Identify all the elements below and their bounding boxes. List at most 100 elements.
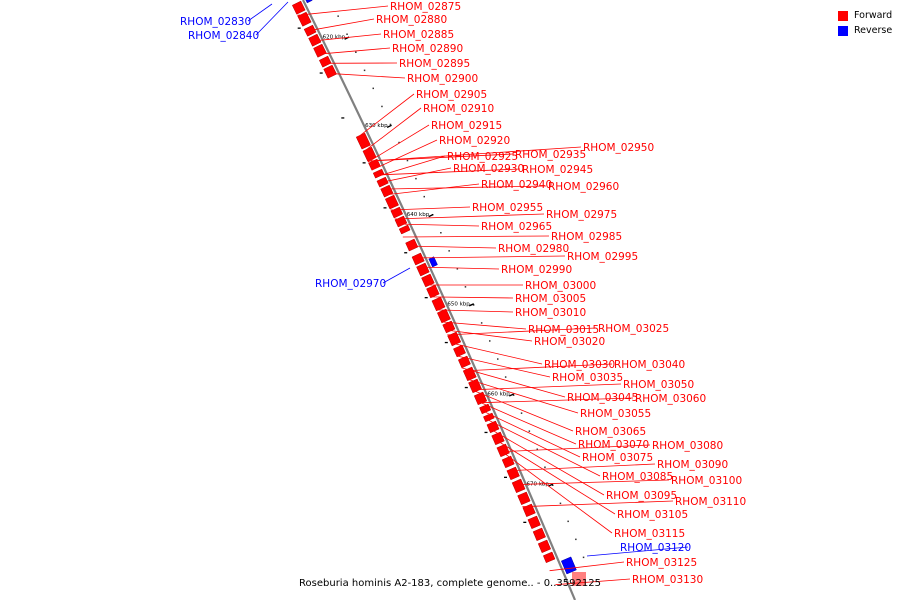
gene-label-rhom-03015[interactable]: RHOM_03015 [528,324,599,336]
leader-line [586,546,689,557]
minor-tick [319,72,323,74]
gene-label-rhom-02920[interactable]: RHOM_02920 [439,135,510,147]
minor-tick [464,286,467,288]
gene-label-rhom-03115[interactable]: RHOM_03115 [614,528,685,540]
gene-label-rhom-03130[interactable]: RHOM_03130 [632,574,703,586]
gene-label-rhom-02960[interactable]: RHOM_02960 [548,181,619,193]
gene-label-rhom-02890[interactable]: RHOM_02890 [392,43,463,55]
gene-label-rhom-03095[interactable]: RHOM_03095 [606,490,677,502]
minor-tick [448,250,450,252]
gene-label-rhom-02985[interactable]: RHOM_02985 [551,231,622,243]
minor-tick [404,252,408,254]
legend-swatch-forward [838,10,848,21]
minor-tick [341,117,345,119]
gene-block-forward [394,215,408,228]
gene-label-rhom-02905[interactable]: RHOM_02905 [416,89,487,101]
gene-label-rhom-03055[interactable]: RHOM_03055 [580,408,651,420]
gene-label-rhom-03050[interactable]: RHOM_03050 [623,379,694,391]
gene-label-rhom-02895[interactable]: RHOM_02895 [399,58,470,70]
gene-label-rhom-03090[interactable]: RHOM_03090 [657,459,728,471]
gene-label-rhom-03100[interactable]: RHOM_03100 [671,475,742,487]
gene-label-rhom-02925[interactable]: RHOM_02925 [447,151,518,163]
minor-tick [355,51,357,53]
leader-line [396,223,480,227]
leader-line [247,3,273,22]
gene-label-rhom-03125[interactable]: RHOM_03125 [626,557,697,569]
gene-label-rhom-03010[interactable]: RHOM_03010 [515,307,586,319]
gene-label-rhom-03040[interactable]: RHOM_03040 [614,359,685,371]
gene-label-rhom-03060[interactable]: RHOM_03060 [635,393,706,405]
minor-tick [444,341,448,344]
gene-block-forward [380,184,394,198]
gene-label-rhom-02940[interactable]: RHOM_02940 [481,179,552,191]
gene-label-rhom-02945[interactable]: RHOM_02945 [522,164,593,176]
minor-tick [424,297,428,299]
gene-label-rhom-03120[interactable]: RHOM_03120 [620,542,691,554]
gene-label-rhom-02975[interactable]: RHOM_02975 [546,209,617,221]
leader-line [441,321,527,330]
gene-label-rhom-02830[interactable]: RHOM_02830 [180,16,251,28]
gene-block-forward [517,491,531,506]
legend-item-reverse: Reverse [838,23,892,38]
gene-label-rhom-02875[interactable]: RHOM_02875 [390,1,461,13]
gene-label-rhom-03025[interactable]: RHOM_03025 [598,323,669,335]
gene-label-rhom-02900[interactable]: RHOM_02900 [407,73,478,85]
gene-label-rhom-03075[interactable]: RHOM_03075 [582,452,653,464]
leader-line [316,47,391,55]
gene-block-forward [411,252,425,266]
gene-blocks [291,0,586,586]
minor-tick [484,431,488,434]
gene-label-rhom-02930[interactable]: RHOM_02930 [453,163,524,175]
gene-label-rhom-03080[interactable]: RHOM_03080 [652,440,723,452]
gene-label-rhom-03065[interactable]: RHOM_03065 [575,426,646,438]
gene-label-rhom-02970[interactable]: RHOM_02970 [315,278,386,290]
gene-label-rhom-02910[interactable]: RHOM_02910 [423,103,494,115]
gene-label-rhom-03085[interactable]: RHOM_03085 [602,471,673,483]
minor-tick [440,232,442,234]
leader-line [492,437,616,515]
leader-line [297,5,389,16]
gene-label-rhom-02840[interactable]: RHOM_02840 [188,30,259,42]
gene-label-rhom-02995[interactable]: RHOM_02995 [567,251,638,263]
gene-block-forward [398,224,411,235]
gene-block-forward [308,33,322,47]
gene-label-rhom-03005[interactable]: RHOM_03005 [515,293,586,305]
gene-label-rhom-02885[interactable]: RHOM_02885 [383,29,454,41]
leader-line [477,397,634,404]
leader-line [367,146,582,162]
leader-line [471,383,622,391]
gene-block-reverse [560,556,577,575]
gene-label-rhom-02915[interactable]: RHOM_02915 [431,120,502,132]
gene-block-forward [405,238,419,252]
tick-label: 620 kbp [323,35,346,41]
leader-line [496,447,613,534]
gene-block-forward [384,194,399,210]
genome-caption: Roseburia hominis A2-183, complete genom… [299,578,601,589]
gene-label-rhom-02935[interactable]: RHOM_02935 [515,149,586,161]
gene-label-rhom-03000[interactable]: RHOM_03000 [525,280,596,292]
gene-label-rhom-02990[interactable]: RHOM_02990 [501,264,572,276]
major-tick [386,124,392,129]
gene-label-rhom-03105[interactable]: RHOM_03105 [617,509,688,521]
minor-tick [582,556,585,559]
gene-label-rhom-03070[interactable]: RHOM_03070 [578,439,649,451]
gene-label-rhom-02955[interactable]: RHOM_02955 [472,202,543,214]
gene-label-rhom-03020[interactable]: RHOM_03020 [534,336,605,348]
minor-tick [489,340,491,342]
minor-tick [297,27,301,29]
gene-label-rhom-02880[interactable]: RHOM_02880 [376,14,447,26]
minor-tick [504,476,507,478]
gene-block-reverse [305,0,313,4]
gene-block-forward [313,43,327,58]
gene-block-forward [291,0,306,15]
gene-label-rhom-03045[interactable]: RHOM_03045 [567,392,638,404]
leader-line [522,500,674,508]
gene-label-rhom-03030[interactable]: RHOM_03030 [544,359,615,371]
gene-label-rhom-02950[interactable]: RHOM_02950 [583,142,654,154]
gene-label-rhom-02965[interactable]: RHOM_02965 [481,221,552,233]
gene-label-rhom-03110[interactable]: RHOM_03110 [675,496,746,508]
minor-tick [346,33,348,35]
gene-block-forward [390,206,404,219]
gene-label-rhom-02980[interactable]: RHOM_02980 [498,243,569,255]
gene-label-rhom-03035[interactable]: RHOM_03035 [552,372,623,384]
